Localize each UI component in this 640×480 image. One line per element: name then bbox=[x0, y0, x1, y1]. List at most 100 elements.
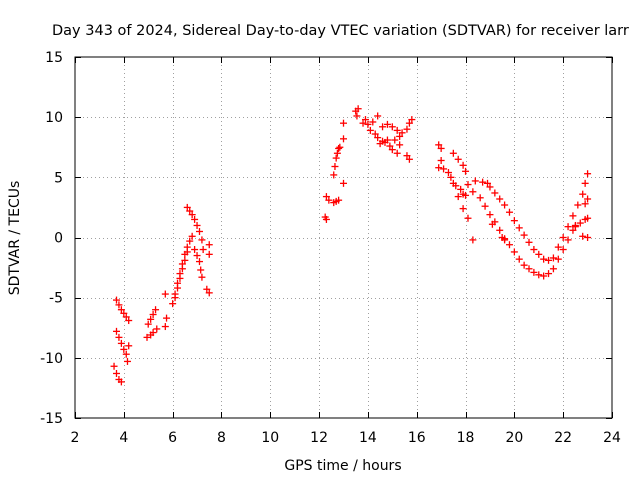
data-point bbox=[564, 236, 572, 244]
data-point bbox=[535, 250, 543, 258]
x-tick-label: 12 bbox=[310, 430, 328, 446]
data-point bbox=[437, 144, 445, 152]
y-tick-label: 0 bbox=[54, 231, 63, 247]
data-point bbox=[364, 120, 372, 128]
data-point bbox=[153, 325, 161, 333]
data-point bbox=[530, 246, 538, 254]
data-point bbox=[486, 183, 494, 191]
data-point bbox=[484, 179, 492, 187]
data-point bbox=[199, 246, 207, 254]
data-point bbox=[525, 238, 533, 246]
data-point bbox=[405, 119, 413, 127]
data-point bbox=[496, 195, 504, 203]
data-point bbox=[488, 220, 496, 228]
data-point bbox=[144, 320, 152, 328]
data-point bbox=[117, 378, 125, 386]
data-point bbox=[579, 232, 587, 240]
data-point bbox=[371, 130, 379, 138]
data-point bbox=[181, 256, 189, 264]
data-point bbox=[125, 317, 133, 325]
data-point bbox=[120, 345, 128, 353]
data-point bbox=[379, 123, 387, 131]
data-point bbox=[464, 181, 472, 189]
data-point bbox=[393, 149, 401, 157]
data-point bbox=[149, 329, 157, 337]
data-point bbox=[383, 136, 391, 144]
data-point bbox=[161, 290, 169, 298]
data-points bbox=[110, 105, 592, 386]
data-point bbox=[391, 136, 399, 144]
data-point bbox=[120, 309, 128, 317]
data-point bbox=[454, 193, 462, 201]
data-point bbox=[471, 177, 479, 185]
y-tick-label: 15 bbox=[45, 50, 63, 66]
data-point bbox=[396, 141, 404, 149]
data-point bbox=[491, 189, 499, 197]
data-point bbox=[440, 165, 448, 173]
data-point bbox=[501, 201, 509, 209]
data-point bbox=[163, 314, 171, 322]
data-point bbox=[584, 234, 592, 241]
data-point bbox=[115, 333, 123, 341]
data-point bbox=[186, 237, 194, 245]
data-point bbox=[143, 333, 151, 341]
data-point bbox=[569, 212, 577, 220]
data-point bbox=[515, 224, 523, 232]
y-tick-label: -10 bbox=[40, 351, 63, 367]
x-tick-label: 2 bbox=[71, 430, 80, 446]
data-point bbox=[403, 152, 411, 160]
y-axis-label: SDTVAR / TECUs bbox=[7, 181, 23, 296]
x-tick-labels: 2 4 6 8 10 12 14 16 18 20 22 24 bbox=[71, 430, 621, 446]
data-point bbox=[183, 248, 191, 256]
data-point bbox=[330, 171, 338, 179]
data-point bbox=[476, 194, 484, 202]
data-point bbox=[581, 179, 589, 187]
data-point bbox=[569, 226, 577, 234]
data-point bbox=[322, 215, 330, 223]
data-point bbox=[540, 255, 548, 263]
data-point bbox=[464, 214, 472, 222]
data-point bbox=[469, 188, 477, 196]
data-point bbox=[112, 369, 120, 377]
data-point bbox=[584, 214, 592, 222]
data-point bbox=[123, 357, 131, 365]
data-point bbox=[530, 268, 538, 276]
data-point bbox=[571, 223, 579, 231]
data-point bbox=[515, 255, 523, 263]
tick-layer bbox=[75, 57, 613, 419]
data-point bbox=[505, 241, 513, 249]
data-point bbox=[496, 226, 504, 234]
data-point bbox=[540, 272, 548, 280]
data-point bbox=[559, 234, 567, 241]
data-point bbox=[545, 270, 553, 278]
data-point bbox=[193, 252, 201, 260]
data-point bbox=[335, 144, 343, 152]
x-axis-label: GPS time / hours bbox=[284, 458, 401, 474]
data-point bbox=[383, 120, 391, 128]
data-point bbox=[386, 142, 394, 150]
data-point bbox=[112, 296, 120, 304]
data-point bbox=[149, 311, 157, 319]
data-point bbox=[152, 306, 160, 314]
data-point bbox=[501, 236, 509, 244]
data-point bbox=[469, 236, 477, 244]
data-point bbox=[481, 202, 489, 210]
data-point bbox=[171, 294, 179, 302]
data-point bbox=[354, 105, 362, 113]
data-point bbox=[333, 149, 341, 157]
x-tick-label: 14 bbox=[359, 430, 377, 446]
data-point bbox=[191, 246, 199, 254]
data-point bbox=[554, 255, 562, 263]
y-tick-label: 5 bbox=[54, 170, 63, 186]
data-point bbox=[374, 112, 382, 120]
data-point bbox=[340, 179, 347, 187]
data-point bbox=[122, 350, 130, 358]
data-point bbox=[388, 123, 396, 131]
data-point bbox=[388, 146, 396, 154]
data-point bbox=[584, 195, 592, 203]
data-point bbox=[195, 258, 203, 266]
x-tick-label: 8 bbox=[217, 430, 226, 446]
x-tick-label: 6 bbox=[168, 430, 177, 446]
data-point bbox=[447, 173, 455, 181]
